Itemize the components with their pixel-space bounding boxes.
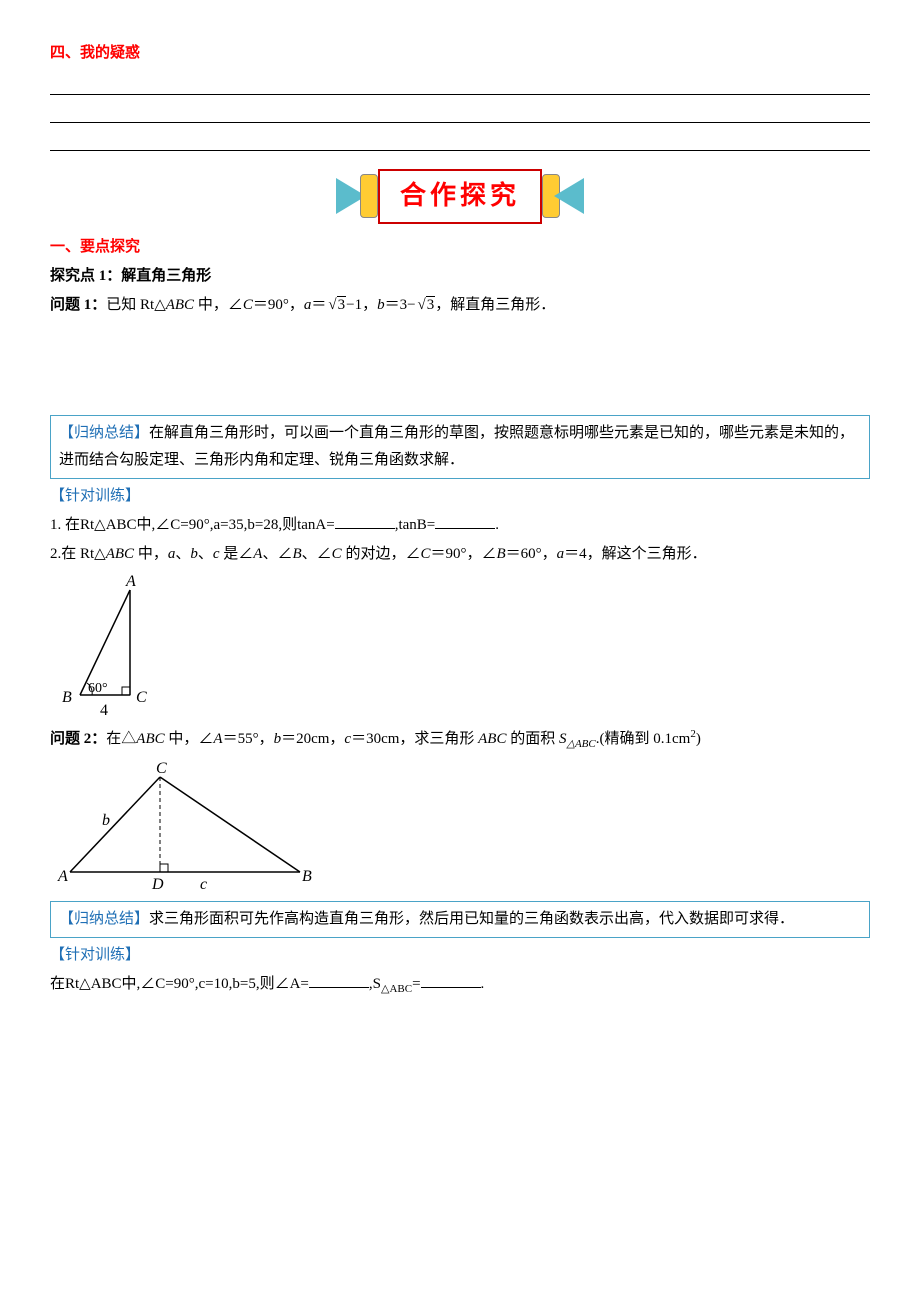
- side-c-label: c: [200, 876, 207, 893]
- t2-text: 、: [198, 546, 213, 562]
- t2-text: ＝90°，∠: [430, 546, 496, 562]
- summary-text: 在解直角三角形时，可以画一个直角三角形的草图，按照题意标明哪些元素是已知的，哪些…: [59, 425, 854, 468]
- t2-text: ＝60°，: [506, 546, 557, 562]
- q1-b: b: [377, 297, 385, 313]
- t2-abc: ABC: [106, 546, 134, 562]
- vertex-b-label: B: [62, 689, 72, 706]
- t2-var: c: [213, 546, 220, 562]
- t2b-text: 在Rt△ABC中,∠C=90°,c=10,b=5,则∠A=: [50, 976, 309, 992]
- q2-text: ＝55°，: [223, 731, 274, 747]
- q1-text: 中，∠: [194, 297, 243, 313]
- heading-doubts: 四、我的疑惑: [50, 40, 870, 67]
- t2b-text: =: [412, 976, 420, 992]
- t2-text: 的对边，∠: [342, 546, 421, 562]
- heading-keypoints: 一、要点探究: [50, 234, 870, 261]
- vertex-a-label: A: [125, 573, 136, 590]
- t2-var: C: [420, 546, 430, 562]
- summary-label: 【归纳总结】: [59, 911, 149, 927]
- question-2: 问题 2：在△ABC 中，∠A＝55°，b＝20cm，c＝30cm，求三角形 A…: [50, 722, 870, 755]
- sqrt-icon: 3: [326, 292, 346, 319]
- t2-var: B: [496, 546, 505, 562]
- q1-text: ＝: [311, 297, 326, 313]
- q1-abc: ABC: [166, 297, 194, 313]
- q2-abc2: ABC: [478, 731, 506, 747]
- q2-text: 的面积: [506, 731, 559, 747]
- training-label-2: 【针对训练】: [50, 942, 870, 969]
- banner-text: 合作探究: [378, 169, 542, 224]
- q1-text: ，解直角三角形．: [435, 297, 555, 313]
- t2-text: 是∠: [220, 546, 254, 562]
- vertex-b-label: B: [302, 868, 312, 885]
- summary-box-2: 【归纳总结】求三角形面积可先作高构造直角三角形，然后用已知量的三角函数表示出高，…: [50, 901, 870, 938]
- q1-text: 已知 Rt△: [106, 297, 165, 313]
- q2-s: S: [559, 731, 567, 747]
- q1-prefix: 问题 1：: [50, 297, 106, 313]
- sqrt-icon: 3: [416, 292, 436, 319]
- q2-text: ＝20cm，: [281, 731, 344, 747]
- base-label: 4: [100, 702, 108, 719]
- train-2-item: 在Rt△ABC中,∠C=90°,c=10,b=5,则∠A= ,S△ABC=.: [50, 971, 870, 1000]
- q1-text: ＝3−: [385, 297, 416, 313]
- t2b-text: ,S: [369, 976, 381, 992]
- vertex-a-label: A: [57, 868, 68, 885]
- q2-var: A: [213, 731, 222, 747]
- train-1-item-2: 2.在 Rt△ABC 中，a、b、c 是∠A、∠B、∠C 的对边，∠C＝90°，…: [50, 541, 870, 568]
- vertex-d-label: D: [151, 876, 164, 893]
- t2-text: 、: [175, 546, 190, 562]
- train-1-item-1: 1. 在Rt△ABC中,∠C=90°,a=35,b=28,则tanA= ,tanB…: [50, 512, 870, 539]
- triangle-1-figure: A B C 60° 4: [50, 570, 190, 720]
- question-1: 问题 1：已知 Rt△ABC 中，∠C＝90°，a＝3−1，b＝3−3，解直角三…: [50, 292, 870, 319]
- summary-box-1: 【归纳总结】在解直角三角形时，可以画一个直角三角形的草图，按照题意标明哪些元素是…: [50, 415, 870, 479]
- vertex-c-label: C: [156, 760, 167, 777]
- blank-input[interactable]: [335, 514, 395, 529]
- blank-line: [50, 101, 870, 123]
- triangle-2-figure: A B C D b c: [50, 757, 330, 897]
- q2-text: 在△: [106, 731, 136, 747]
- q2-text: ): [696, 731, 701, 747]
- q2-var: b: [274, 731, 282, 747]
- explore-1-title: 探究点 1：解直角三角形: [50, 263, 870, 290]
- angle-label: 60°: [88, 681, 108, 696]
- q1-text: −1，: [346, 297, 377, 313]
- q2-text: .(精确到 0.1cm: [596, 731, 691, 747]
- vertex-c-label: C: [136, 689, 147, 706]
- training-label: 【针对训练】: [50, 483, 870, 510]
- blank-input[interactable]: [309, 973, 369, 988]
- t2-text: ＝4，解这个三角形．: [564, 546, 707, 562]
- q2-prefix: 问题 2：: [50, 731, 106, 747]
- blank-input[interactable]: [421, 973, 481, 988]
- summary-label: 【归纳总结】: [59, 425, 149, 441]
- t2-var: B: [292, 546, 301, 562]
- banner-arrow-right-icon: [554, 178, 584, 214]
- t2b-sub: △ABC: [381, 983, 412, 995]
- blank-line: [50, 73, 870, 95]
- summary-text: 求三角形面积可先作高构造直角三角形，然后用已知量的三角函数表示出高，代入数据即可…: [149, 911, 794, 927]
- blank-line: [50, 129, 870, 151]
- t2-text: 中，: [134, 546, 168, 562]
- t2-var: b: [190, 546, 198, 562]
- blank-input[interactable]: [435, 514, 495, 529]
- q1-c: C: [243, 297, 253, 313]
- q2-sub: △ABC: [567, 738, 596, 750]
- t1-text: 1. 在Rt△ABC中,∠C=90°,a=35,b=28,则tanA=: [50, 517, 335, 533]
- q2-text: ＝30cm，求三角形: [351, 731, 478, 747]
- t2-text: 、∠: [262, 546, 292, 562]
- side-b-label: b: [102, 812, 110, 829]
- q2-abc: ABC: [136, 731, 164, 747]
- q2-text: 中，∠: [165, 731, 214, 747]
- t1-text: .: [495, 517, 499, 533]
- banner-scroll-left-icon: [360, 174, 378, 218]
- t2-var: C: [332, 546, 342, 562]
- workspace: [50, 321, 870, 411]
- banner-cooperative-inquiry: 合作探究: [50, 169, 870, 224]
- t2-text: 、∠: [302, 546, 332, 562]
- q1-text: ＝90°，: [253, 297, 304, 313]
- t2b-text: .: [481, 976, 485, 992]
- t1-text: ,tanB=: [395, 517, 436, 533]
- t2-text: 2.在 Rt△: [50, 546, 106, 562]
